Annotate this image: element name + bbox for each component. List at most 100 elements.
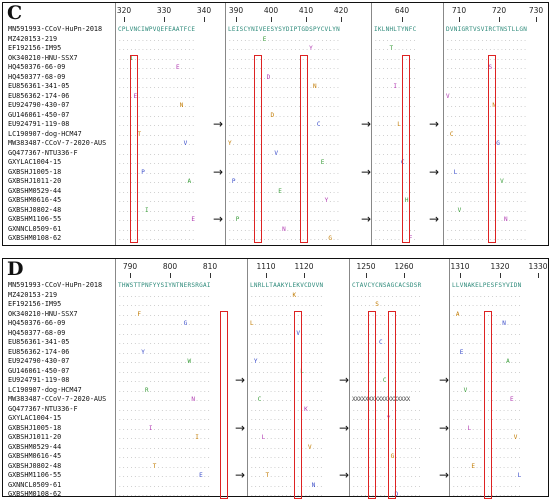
aligned-sequence: .................... [118, 121, 196, 128]
continuation-arrow-icon: → [361, 212, 372, 226]
aligned-sequence: ...V................. [446, 206, 528, 214]
panel-letter: C [7, 2, 23, 24]
sequence-name: EU856362-174-06 [8, 347, 70, 356]
position-tick-mark [304, 273, 305, 278]
aligned-sequence: .........................Y... [228, 197, 341, 204]
aligned-sequence: .........Y........ [352, 415, 422, 422]
sequence-name: HQ450377-68-09 [8, 72, 66, 81]
aligned-sequence: .................. [452, 481, 522, 489]
sequence-name: GXBSHM1106-55 [8, 471, 62, 479]
reference-sequence: THWSTTPNFYYSIYNTNERSRGAI [118, 281, 211, 291]
sequence-name: GXBSHJ0802-48 [8, 461, 62, 470]
aligned-sequence: ..........................G.. [228, 235, 341, 242]
position-tick-label: 1120 [294, 262, 314, 271]
aligned-sequence: ...........S......... [446, 64, 528, 71]
position-tick-mark [124, 17, 125, 22]
position-tick-label: 790 [122, 262, 138, 271]
aligned-sequence: .................. [452, 443, 522, 451]
aligned-sequence: .................. [352, 472, 422, 479]
aligned-sequence: .................. [352, 310, 422, 318]
aligned-sequence: ..C................ [250, 396, 324, 403]
sequence-name: GXBSHM0616-45 [8, 196, 62, 204]
sequence-name: EU924790-430-07 [8, 101, 70, 109]
aligned-sequence: .................. [352, 424, 422, 432]
position-tick-label: 1250 [356, 262, 376, 271]
position-tick-label: 340 [196, 6, 212, 15]
sequence-name: GXBSHJ1005-18 [8, 423, 62, 432]
highlighted-column-box [388, 311, 396, 499]
aligned-sequence: ............................. [228, 54, 341, 62]
aligned-sequence: ........... [374, 111, 417, 119]
position-tick-label: 1310 [450, 262, 470, 271]
sequence-name: GXBSHM0529-44 [8, 442, 62, 451]
aligned-sequence: .................... [118, 35, 196, 43]
sequence-name: OK340210-HNU-SSX7 [8, 53, 78, 62]
aligned-sequence: ............V................ [228, 149, 341, 157]
aligned-sequence: .................. [452, 291, 522, 299]
aligned-sequence: ......Y................. [118, 348, 211, 356]
aligned-sequence: ..............V...... [446, 178, 528, 185]
aligned-sequence: ....T.............. [250, 472, 324, 479]
continuation-arrow-icon: → [429, 164, 440, 179]
reference-sequence: LLVNAKELPESFSYVIDN [452, 281, 522, 291]
aligned-sequence: ........... [374, 102, 417, 109]
aligned-sequence: ...............E.. [452, 396, 522, 403]
continuation-arrow-icon: → [429, 117, 440, 131]
aligned-sequence: ................V. [452, 434, 522, 441]
sequence-name: HQ450377-68-09 [8, 328, 66, 337]
sequence-name: EU924791-119-08 [8, 120, 70, 128]
aligned-sequence: ........... [374, 35, 417, 43]
aligned-sequence: .................. [452, 491, 522, 498]
aligned-sequence: ........................ [118, 291, 211, 299]
aligned-sequence: ............................. [228, 92, 341, 100]
aligned-sequence: .................. [452, 301, 522, 308]
aligned-sequence: ........... [374, 130, 417, 138]
sequence-name-list: MN591993-CCoV-HuPn-2018 MZ420153-219 EF192… [8, 25, 106, 244]
aligned-sequence: ...............E.... [118, 64, 196, 71]
aligned-sequence: ........... [374, 140, 417, 147]
aligned-sequence: ..................... [446, 83, 528, 90]
sequence-name: GXBSHJ0802-48 [8, 205, 62, 214]
aligned-sequence: .......C.......... [352, 339, 422, 346]
continuation-arrow-icon: → [235, 468, 246, 482]
aligned-sequence: .................. [352, 386, 422, 394]
position-tick-mark [538, 273, 539, 278]
aligned-sequence: ........................E.... [228, 159, 341, 166]
aligned-sequence: ......L.... [374, 121, 417, 128]
aligned-sequence: .................. [452, 415, 522, 422]
aligned-sequence: ................N.. [250, 481, 324, 489]
aligned-sequence: ............................. [228, 64, 341, 71]
position-tick-mark [500, 273, 501, 278]
position-tick-mark [404, 273, 405, 278]
aligned-sequence: ................... [250, 491, 324, 498]
aligned-sequence: ................... [250, 453, 324, 460]
position-tick-label: 720 [491, 6, 507, 15]
alignment-block: 1250 1260 CTAVCYCNSAGCACSDSR..............… [349, 259, 444, 499]
position-tick-label: 400 [263, 6, 279, 15]
sequence-name: GXBSHM0529-44 [8, 186, 62, 195]
aligned-sequence: .................. [352, 348, 422, 356]
continuation-arrow-icon: → [339, 420, 350, 435]
aligned-sequence: ..........G....... [352, 453, 422, 460]
aligned-sequence: .................. [352, 434, 422, 441]
position-tick-label: 330 [156, 6, 172, 15]
sequence-name: EU856361-341-05 [8, 82, 70, 90]
aligned-sequence: ..................A. [118, 178, 196, 185]
reference-residues: CTAVCYCNSAGCACSDSR [352, 282, 422, 289]
position-tick-mark [306, 17, 307, 22]
position-tick-label: 710 [451, 6, 467, 15]
aligned-sequence: ........... [374, 187, 417, 195]
continuation-arrow-icon: → [429, 212, 440, 226]
position-ruler: 1250 1260 [350, 261, 444, 279]
aligned-sequence: ...............N..... [446, 216, 528, 223]
aligned-sequence: ................... [250, 415, 324, 422]
aligned-sequence: .............L..... [250, 367, 324, 375]
aligned-sequence: ....T...... [374, 45, 417, 52]
highlighted-column-box [484, 311, 492, 499]
aligned-sequence: ........... [374, 216, 417, 223]
reference-sequence: LEISCYNIVEESYSYDIPTGDSPYCVLYN [228, 25, 340, 35]
position-tick-mark [210, 273, 211, 278]
aligned-sequence: ................... [250, 462, 324, 470]
position-tick-label: 730 [528, 6, 544, 15]
sequence-name: GXNNCL0509-61 [8, 480, 62, 489]
